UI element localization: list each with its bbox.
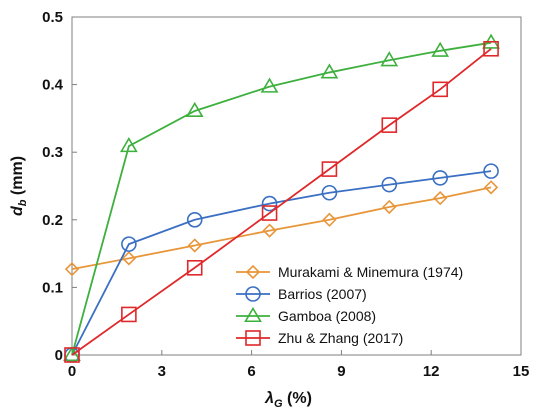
data-point <box>121 306 137 323</box>
legend-marker <box>245 264 261 280</box>
legend-marker <box>245 330 261 346</box>
data-point <box>321 161 338 177</box>
data-point <box>185 101 204 118</box>
y-tick-label: 0 <box>55 347 63 364</box>
x-tick-label: 12 <box>423 363 440 380</box>
series-1 <box>64 180 499 277</box>
data-point <box>433 191 448 206</box>
series-line <box>71 41 492 356</box>
data-point <box>63 345 81 362</box>
legend-marker <box>245 286 261 302</box>
data-point <box>382 199 397 215</box>
axes: 0 3 6 9 12 15 0 0.1 0.2 0.3 0.4 0.5 λG (%) db (mm) <box>9 9 529 410</box>
data-point <box>483 40 499 57</box>
plot-frame <box>71 16 522 356</box>
data-point <box>322 212 337 227</box>
data-point <box>320 63 339 79</box>
legend-label: Murakami & Minemura (1974) <box>278 264 463 280</box>
x-tick-label: 6 <box>247 363 255 380</box>
series-layer <box>63 33 500 363</box>
x-axis-title: λG (%) <box>264 390 312 410</box>
legend-item: Gamboa (2008) <box>236 306 376 324</box>
data-point <box>121 251 137 266</box>
data-point <box>64 262 80 277</box>
y-tick-label: 0.3 <box>42 144 63 161</box>
legend-label: Zhu & Zhang (2017) <box>278 330 403 346</box>
y-tick-label: 0.1 <box>42 279 63 296</box>
data-point <box>380 51 399 67</box>
data-point <box>261 205 278 221</box>
data-point <box>432 170 448 186</box>
data-point <box>381 176 398 193</box>
legend-item: Zhu & Zhang (2017) <box>236 330 403 346</box>
y-tick-label: 0.5 <box>42 9 63 26</box>
legend-marker <box>244 306 262 323</box>
x-tick-label: 3 <box>158 363 166 380</box>
data-point <box>381 117 398 133</box>
legend: Murakami & Minemura (1974) Barrios (2007)… <box>236 264 463 346</box>
data-point <box>121 236 137 252</box>
legend-label: Barrios (2007) <box>278 286 367 302</box>
series-line <box>71 186 492 271</box>
x-tick-label: 15 <box>513 363 530 380</box>
data-point <box>64 347 80 363</box>
data-point <box>262 223 277 238</box>
legend-item: Murakami & Minemura (1974) <box>236 264 463 280</box>
y-tick-label: 0.4 <box>42 77 64 94</box>
y-axis-title: db (mm) <box>9 156 29 216</box>
x-tick-label: 9 <box>337 363 345 380</box>
data-point <box>119 137 138 153</box>
data-point <box>260 77 279 93</box>
y-tick-label: 0.2 <box>42 212 63 229</box>
legend-label: Gamboa (2008) <box>278 308 376 324</box>
series-4 <box>64 40 499 363</box>
series-line <box>71 170 492 356</box>
data-point <box>187 238 202 253</box>
data-point <box>186 259 203 276</box>
data-point <box>483 180 499 195</box>
series-line <box>71 48 492 356</box>
data-point <box>431 41 450 57</box>
data-point <box>261 195 278 212</box>
data-point <box>432 81 448 98</box>
data-point <box>483 163 499 179</box>
data-point <box>186 212 203 228</box>
legend-item: Barrios (2007) <box>236 286 367 302</box>
data-point <box>321 184 338 201</box>
x-tick-label: 0 <box>68 363 76 380</box>
